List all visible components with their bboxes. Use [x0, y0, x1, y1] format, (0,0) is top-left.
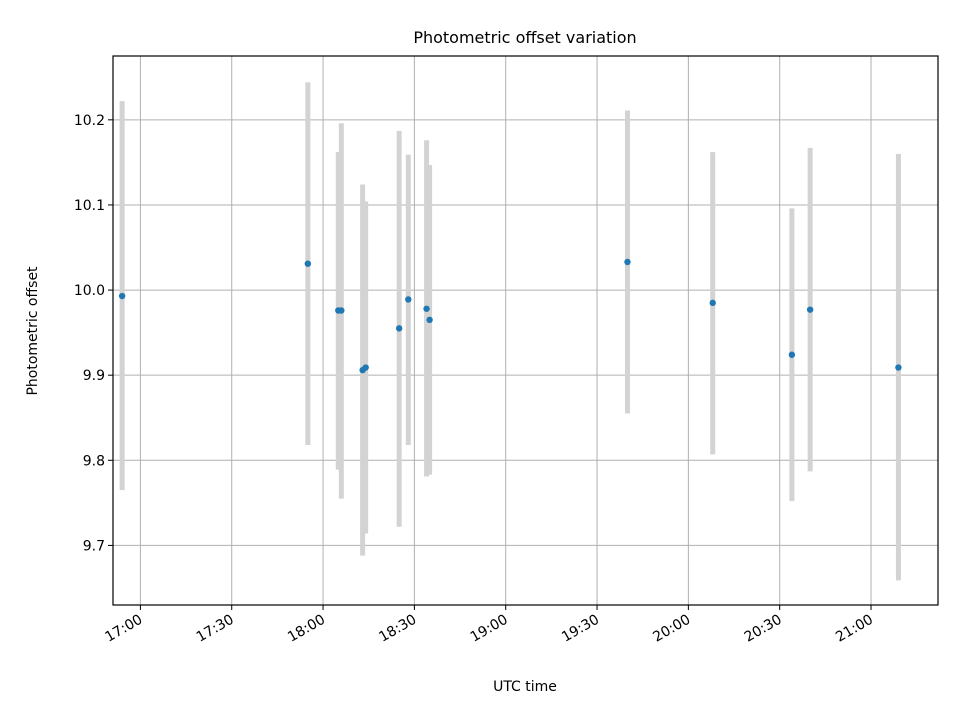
data-point: [118, 292, 126, 300]
data-point: [405, 296, 412, 303]
y-tick-label: 10.1: [74, 198, 105, 214]
grid: [113, 56, 938, 605]
data-point: [624, 258, 631, 266]
data-point: [423, 305, 430, 312]
data-point: [338, 307, 345, 314]
data-point: [362, 364, 369, 371]
y-axis-label: Photometric offset: [25, 266, 41, 396]
data-points: [118, 258, 902, 374]
data-point: [426, 316, 433, 324]
data-point: [788, 351, 796, 358]
plot-area-frame: [112, 55, 939, 606]
chart-title: Photometric offset variation: [413, 28, 636, 47]
data-point: [895, 364, 902, 371]
y-tick-label: 9.8: [83, 453, 105, 469]
data-point: [304, 260, 312, 267]
y-tick-label: 9.7: [83, 538, 105, 554]
data-point: [709, 299, 716, 307]
x-axis-label: UTC time: [493, 679, 557, 695]
y-axis-ticks: 9.7 9.8 9.9 10.0 10.1 10.2: [74, 113, 113, 554]
y-tick-label: 10.2: [74, 113, 105, 129]
data-point: [806, 306, 814, 313]
y-tick-label: 9.9: [83, 368, 105, 384]
y-tick-label: 10.0: [74, 283, 105, 299]
data-point: [395, 325, 403, 332]
